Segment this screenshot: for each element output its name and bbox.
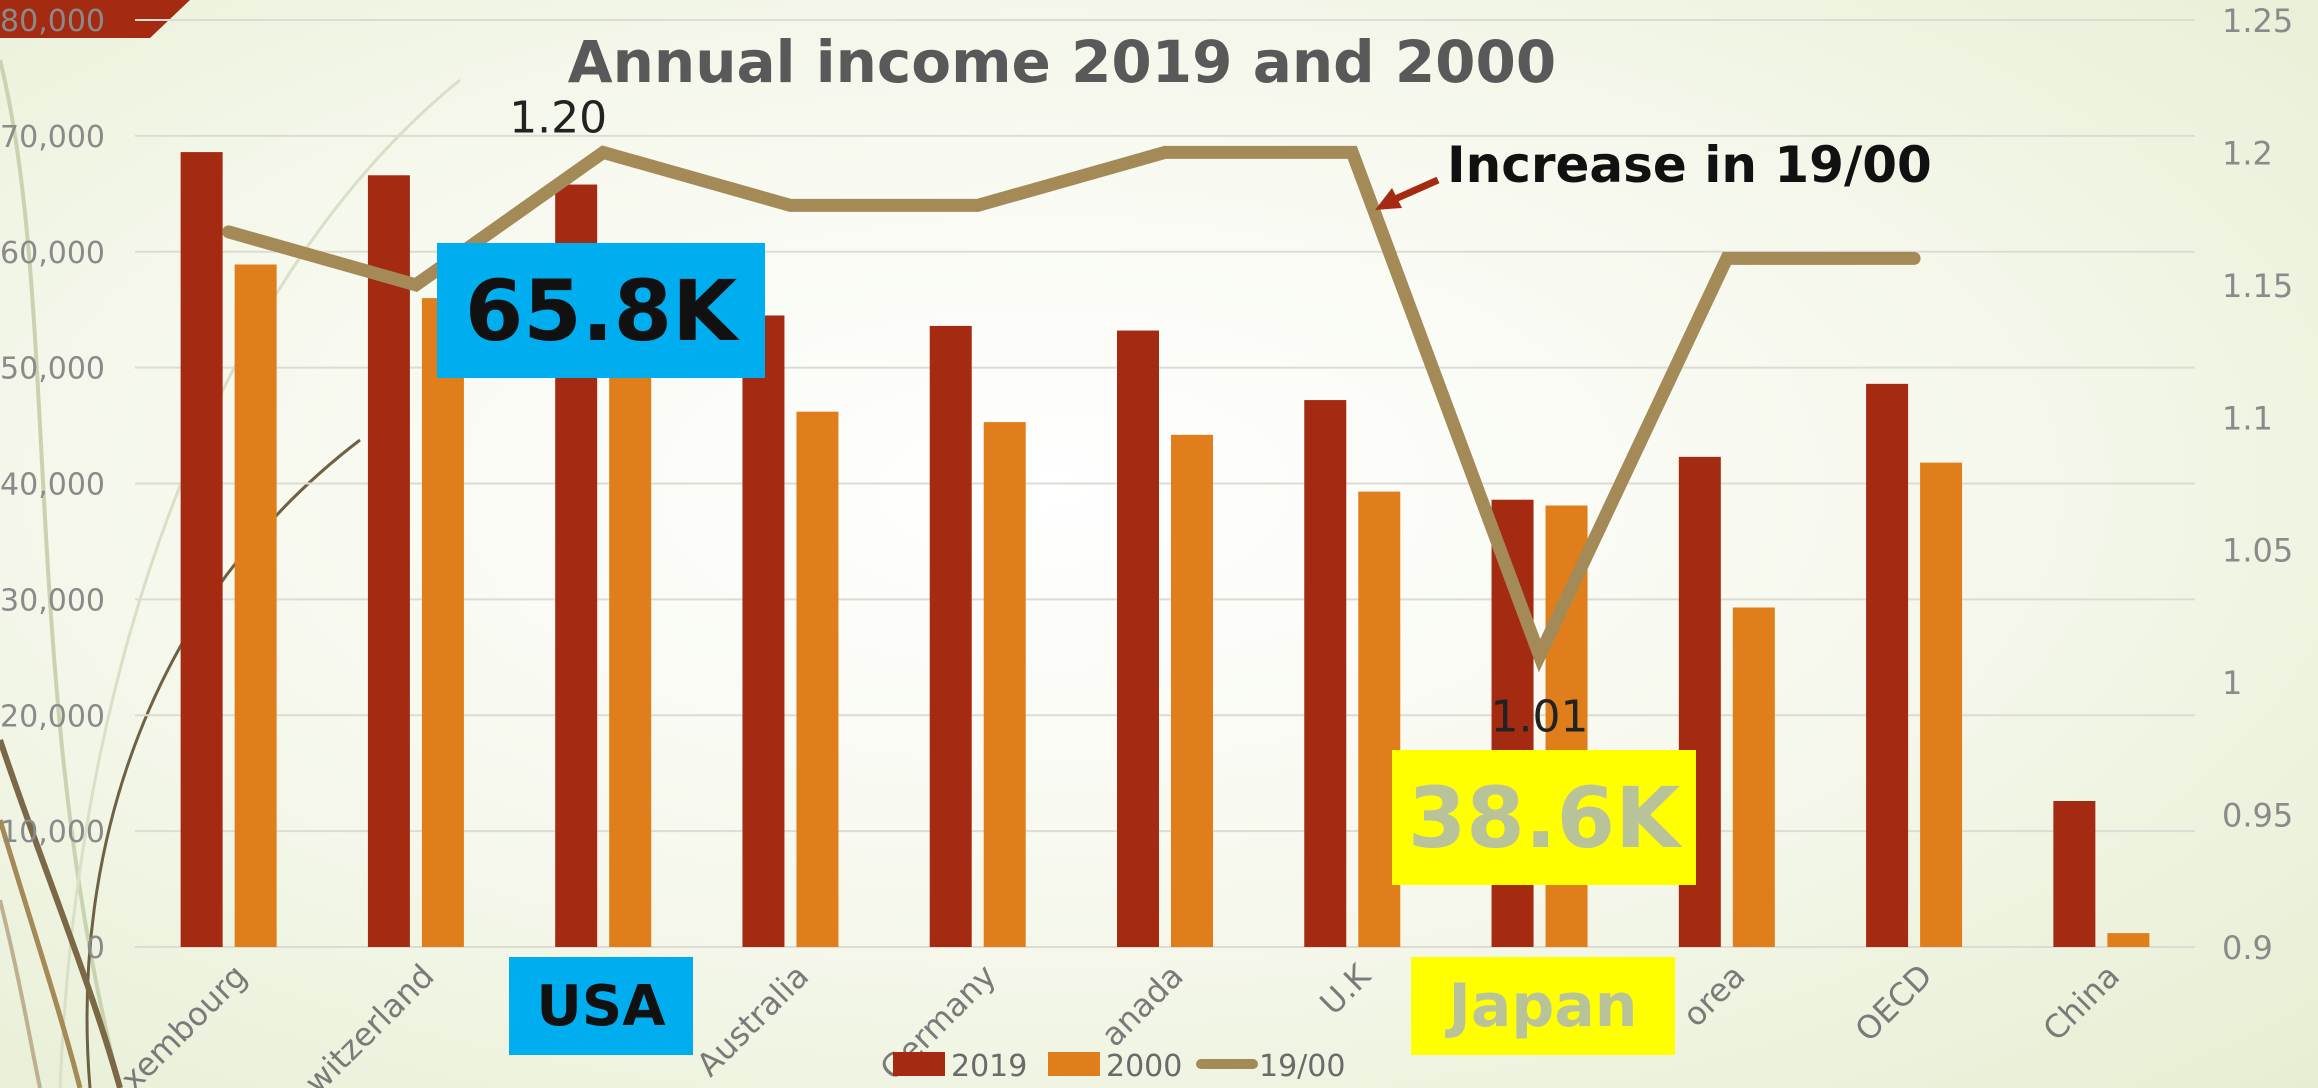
left-axis-tick-label: 30,000 <box>0 583 105 618</box>
category-label: OECD <box>1848 957 1940 1049</box>
left-axis-tick-label: 60,000 <box>0 236 105 271</box>
usa-label-callout: USA <box>509 957 693 1055</box>
usa-label-text: USA <box>536 973 666 1039</box>
bar-2019 <box>742 315 785 947</box>
bar-2019 <box>367 175 410 947</box>
legend-swatch-2019 <box>893 1052 945 1076</box>
bar-2019 <box>1304 400 1347 947</box>
annotation-text: Increase in 19/00 <box>1447 136 1932 194</box>
legend: 2019 2000 19/00 <box>893 1049 1345 1084</box>
line-data-label: 1.20 <box>509 92 607 143</box>
bar-2019 <box>929 325 972 947</box>
ratio-line-path <box>222 145 1921 673</box>
bar-2019 <box>180 152 223 947</box>
right-axis-tick-label: 1.05 <box>2222 532 2293 570</box>
bar-2000 <box>2107 933 2150 947</box>
left-axis-tick-label: 40,000 <box>0 468 105 503</box>
category-label: xembourg <box>113 957 254 1088</box>
left-axis-ticks: 0 10,000 20,000 30,000 40,000 50,000 60,000 70,… <box>0 4 105 966</box>
category-label: anada <box>1093 957 1190 1054</box>
right-axis-tick-label: 1 <box>2222 664 2242 702</box>
decorative-curves <box>0 59 461 1088</box>
right-axis-tick-label: 0.9 <box>2222 929 2273 967</box>
legend-label: 2000 <box>1106 1049 1182 1084</box>
left-axis-tick-label: 20,000 <box>0 699 105 734</box>
right-axis-tick-label: 1.15 <box>2222 267 2293 305</box>
japan-label-text: Japan <box>1448 971 1638 1041</box>
right-axis-tick-label: 0.95 <box>2222 797 2293 835</box>
japan-label-callout: Japan <box>1411 957 1675 1055</box>
data-labels: 1.20 1.01 <box>509 92 1588 742</box>
category-label: orea <box>1675 957 1752 1034</box>
category-label: China <box>2036 957 2128 1049</box>
category-label: witzerland <box>297 957 441 1088</box>
right-axis-tick-label: 1.1 <box>2222 399 2273 437</box>
bar-2000 <box>796 411 839 948</box>
category-label: Australia <box>689 957 816 1084</box>
bar-2000 <box>1732 607 1775 947</box>
left-axis-tick-label: 50,000 <box>0 352 105 387</box>
line-data-label: 1.01 <box>1491 692 1589 743</box>
right-axis-tick-label: 1.2 <box>2222 134 2273 172</box>
left-axis-tick-label: 70,000 <box>0 120 105 155</box>
legend-label: 19/00 <box>1259 1049 1345 1084</box>
bar-2019 <box>1117 330 1159 947</box>
japan-value-callout: 38.6K <box>1392 750 1696 885</box>
bar-2000 <box>1920 462 1963 947</box>
bar-2000 <box>234 264 277 948</box>
chart-title: Annual income 2019 and 2000 <box>568 28 1557 96</box>
left-axis-tick-label: 0 <box>86 931 105 966</box>
bar-2000 <box>1171 434 1213 947</box>
bar-2019 <box>2053 800 2096 947</box>
bar-2000 <box>421 298 464 948</box>
category-label: U.K <box>1312 956 1378 1022</box>
legend-swatch-2000 <box>1048 1052 1100 1076</box>
japan-value-text: 38.6K <box>1407 768 1681 867</box>
left-axis-tick-label: 80,000 <box>0 4 105 39</box>
right-axis-ticks: 0.9 0.95 1 1.05 1.1 1.15 1.2 1.25 <box>2222 2 2293 967</box>
legend-label: 2019 <box>951 1049 1027 1084</box>
annotation-arrow <box>1375 176 1440 210</box>
right-axis-tick-label: 1.25 <box>2222 2 2293 40</box>
ratio-line <box>222 145 1921 673</box>
usa-value-text: 65.8K <box>464 261 738 360</box>
bar-2000 <box>983 422 1026 947</box>
bar-2000 <box>609 312 652 947</box>
bar-2019 <box>1866 383 1909 947</box>
left-axis-tick-label: 10,000 <box>0 815 105 850</box>
usa-value-callout: 65.8K <box>437 243 765 378</box>
